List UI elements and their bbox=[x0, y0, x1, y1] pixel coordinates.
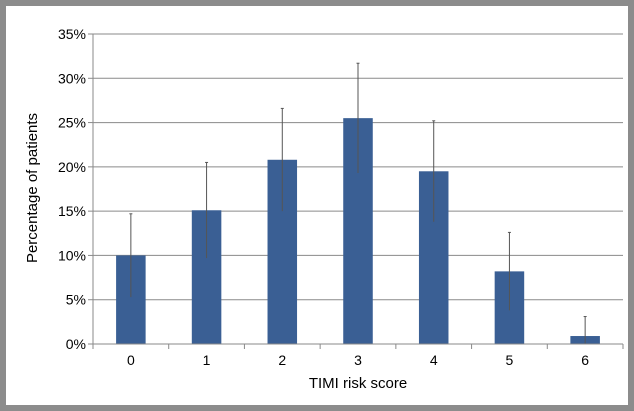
x-tick-label: 0 bbox=[127, 352, 135, 368]
y-tick-labels: 0% 5% 10% 15% 20% 25% 30% 35% bbox=[58, 26, 86, 352]
y-tick-label: 20% bbox=[58, 159, 86, 175]
x-tick-label: 3 bbox=[354, 352, 362, 368]
x-axis-title: TIMI risk score bbox=[309, 375, 407, 392]
y-tick-label: 0% bbox=[66, 336, 86, 352]
x-tick-label: 5 bbox=[506, 352, 514, 368]
y-tick-label: 10% bbox=[58, 247, 86, 263]
y-axis-title: Percentage of patients bbox=[24, 113, 41, 263]
y-tick-label: 35% bbox=[58, 26, 86, 42]
x-tick-label: 6 bbox=[581, 352, 589, 368]
x-tick-label: 1 bbox=[203, 352, 211, 368]
y-tick-label: 15% bbox=[58, 203, 86, 219]
x-tick-label: 2 bbox=[278, 352, 286, 368]
y-tick-label: 5% bbox=[66, 292, 86, 308]
y-tick-label: 30% bbox=[58, 70, 86, 86]
axes bbox=[88, 33, 624, 349]
x-tick-labels: 0 1 2 3 4 5 6 bbox=[127, 352, 589, 368]
x-tick-label: 4 bbox=[430, 352, 438, 368]
error-bars bbox=[129, 62, 587, 344]
y-tick-label: 25% bbox=[58, 115, 86, 131]
